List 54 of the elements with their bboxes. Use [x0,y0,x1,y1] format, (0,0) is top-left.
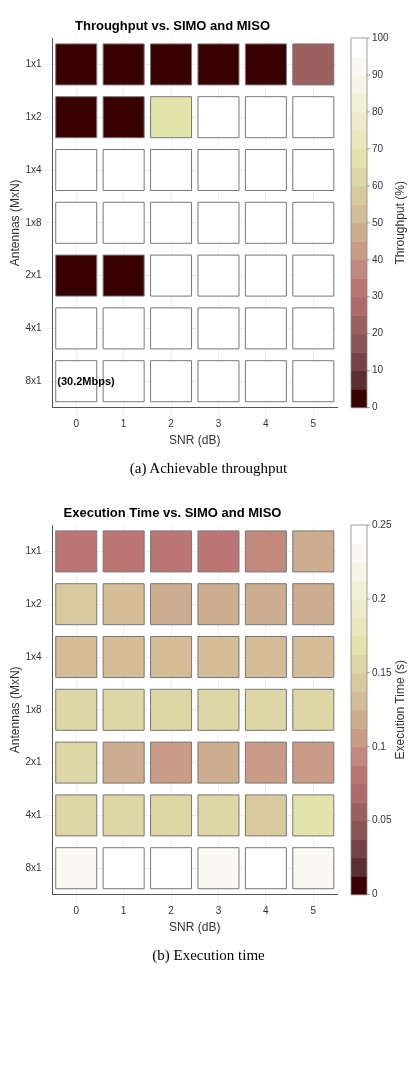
color-bar-label: 50 [372,216,384,228]
x-tick-label: 2 [168,905,175,917]
annotation: (30.2Mbps) [57,375,116,388]
color-bar-label: 0.15 [372,666,392,678]
y-axis-title: Antennas (MxN) [7,666,22,754]
color-bar-label: 0 [372,888,378,900]
x-tick-label: 0 [73,905,80,917]
x-tick-label: 1 [120,418,127,430]
y-tick-label: 4x1 [25,322,42,334]
color-bar-label: 70 [372,142,384,154]
x-tick-label: 4 [263,418,270,430]
y-tick-label: 8x1 [25,861,42,873]
y-tick-label: 1x2 [25,110,42,122]
y-tick-label: 1x4 [25,163,42,175]
x-tick-label: 3 [215,418,222,430]
x-tick-label: 2 [168,418,175,430]
color-bar-label: 60 [372,179,384,191]
x-tick-label: 5 [310,905,317,917]
x-axis-title: SNR (dB) [169,920,221,935]
y-tick-label: 1x1 [25,545,42,557]
text: (a) Achievable throughput [128,460,289,477]
color-bar-label: 40 [372,253,384,265]
y-tick-label: 1x4 [25,650,42,662]
color-bar-title: Throughput (%) [393,181,408,265]
color-bar-title: Execution Time (s) [393,660,408,760]
color-bar-label: 0.1 [372,740,387,752]
x-tick-label: 1 [120,905,127,917]
text: (b) Execution time [151,947,266,964]
color-bar-label: 0.25 [372,518,392,530]
x-tick-label: 3 [215,905,222,917]
y-tick-label: 4x1 [25,809,42,821]
x-tick-label: 5 [310,418,317,430]
color-bar-label: 100 [372,31,390,43]
x-axis-title: SNR (dB) [169,433,221,448]
y-tick-label: 2x1 [25,756,42,768]
y-tick-label: 1x1 [25,58,42,70]
color-bar-label: 90 [372,68,384,80]
y-tick-label: 8x1 [25,374,42,386]
y-tick-label: 1x8 [25,703,42,715]
chart-title: Throughput vs. SIMO and MISO [75,17,270,33]
y-tick-label: 1x2 [25,597,42,609]
y-tick-label: 1x8 [25,216,42,228]
color-bar-label: 80 [372,105,384,117]
y-tick-label: 2x1 [25,269,42,281]
color-bar-label: 20 [372,327,384,339]
x-tick-label: 0 [73,418,80,430]
color-bar-label: 30 [372,290,384,302]
x-tick-label: 4 [263,905,270,917]
y-axis-title: Antennas (MxN) [7,179,22,267]
chart-title: Execution Time vs. SIMO and MISO [63,504,282,520]
color-bar-label: 0.2 [372,592,387,604]
color-bar-label: 10 [372,364,384,376]
color-bar-label: 0 [372,401,378,413]
color-bar-label: 0.05 [372,814,392,826]
